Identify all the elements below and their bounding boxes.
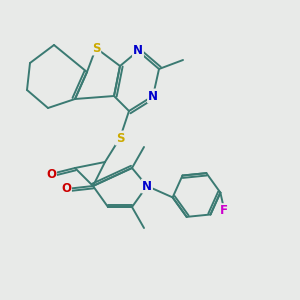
Text: F: F	[219, 204, 227, 217]
Text: S: S	[116, 131, 124, 145]
Text: O: O	[61, 182, 71, 196]
Text: S: S	[92, 41, 100, 55]
Text: N: N	[133, 44, 143, 58]
Text: O: O	[46, 167, 56, 181]
Text: N: N	[142, 179, 152, 193]
Text: N: N	[148, 89, 158, 103]
